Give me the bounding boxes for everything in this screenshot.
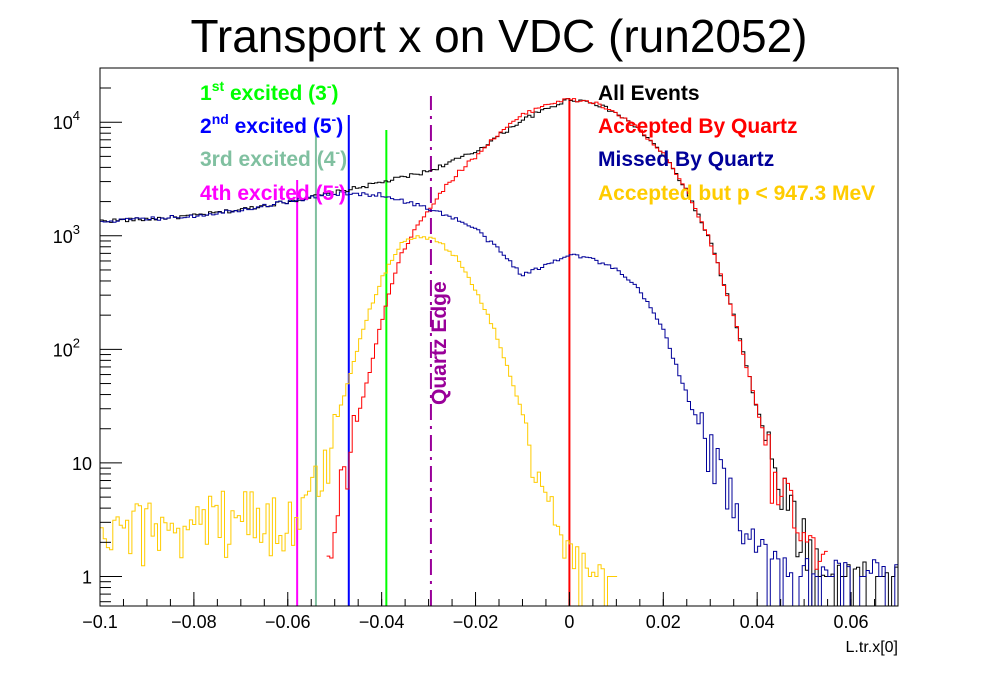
x-tick-label: −0.08 — [171, 612, 217, 632]
y-tick-label: 102 — [53, 335, 80, 360]
y-tick-label: 1 — [82, 568, 92, 588]
series-layer — [100, 98, 898, 607]
x-tick-label: 0.06 — [834, 612, 869, 632]
histogram-series — [100, 191, 898, 607]
state-label: 2nd excited (5-) — [200, 111, 343, 138]
legend-entry: All Events — [598, 82, 700, 105]
plot-lines-layer — [296, 96, 571, 606]
annotation-layer: Quartz Edge — [428, 281, 451, 405]
x-tick-label: 0.04 — [740, 612, 775, 632]
axis-ticks — [99, 67, 899, 606]
legend-entry: Accepted but p < 947.3 MeV — [598, 182, 875, 205]
x-tick-labels: −0.1 −0.08 −0.06 −0.04 −0.02 0 0.02 0.04 0.06 — [82, 612, 868, 632]
y-tick-labels: 1 10 102 103 104 — [53, 108, 92, 587]
quartz-edge-label: Quartz Edge — [428, 281, 451, 405]
x-tick-label: −0.02 — [453, 612, 499, 632]
state-labels: 1st excited (3-) 2nd excited (5-) 3rd exci… — [200, 78, 347, 205]
x-tick-label: −0.04 — [359, 612, 405, 632]
state-label: 3rd excited (4-) — [200, 144, 347, 171]
histogram-series — [326, 98, 828, 570]
legend: All Events Accepted By Quartz Missed By Qu… — [598, 82, 875, 205]
legend-entry: Missed By Quartz — [598, 148, 774, 171]
x-tick-label: 0.02 — [646, 612, 681, 632]
x-axis-label: L.tr.x[0] — [846, 639, 898, 656]
x-tick-label: −0.1 — [82, 612, 118, 632]
x-tick-label: −0.06 — [265, 612, 311, 632]
histogram-series — [100, 235, 618, 607]
histogram-series — [100, 98, 898, 607]
y-tick-label: 104 — [53, 108, 80, 133]
y-tick-label: 10 — [72, 454, 92, 474]
state-label: 1st excited (3-) — [200, 78, 339, 105]
legend-entry: Accepted By Quartz — [598, 115, 798, 138]
chart-title: Transport x on VDC (run2052) — [190, 10, 807, 62]
state-label: 4th excited (5-) — [200, 178, 346, 205]
x-tick-label: 0 — [564, 612, 574, 632]
y-tick-label: 103 — [53, 222, 80, 247]
